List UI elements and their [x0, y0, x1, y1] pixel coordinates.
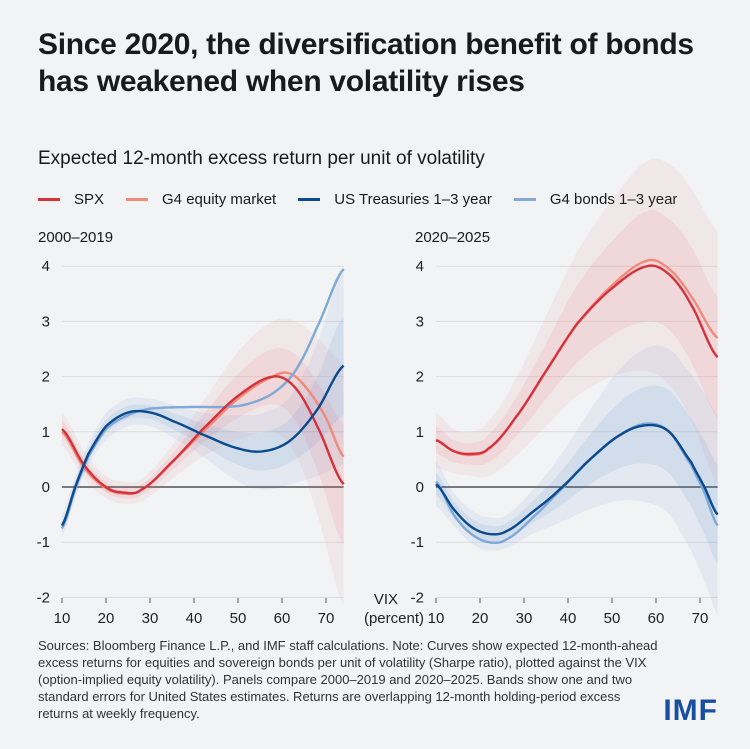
y-tick-label: 3 [416, 313, 424, 330]
panel-0: -2 -1 0 1 2 3 4 10 20 30 40 50 60 70 [37, 258, 345, 627]
x-tick-label: 70 [692, 610, 709, 627]
x-tick-label: 30 [516, 610, 533, 627]
se-band-equity [436, 209, 718, 466]
legend-label: G4 bonds 1–3 year [549, 191, 678, 208]
legend-label: SPX [74, 191, 105, 208]
series-line-g4-bonds-1-3-year [60, 268, 345, 529]
y-tick-label: 1 [416, 424, 424, 441]
x-tick-label: 10 [428, 610, 445, 627]
y-tick-label: -2 [411, 589, 424, 606]
se-band-bonds [436, 385, 718, 565]
panel-title-left: 2000–2019 [38, 229, 114, 246]
y-tick-label: 4 [416, 258, 424, 275]
se-band-equity [436, 158, 718, 485]
y-tick-label: 2 [42, 369, 50, 386]
y-tick-label: 4 [42, 258, 50, 275]
y-tick-label: -1 [37, 534, 50, 551]
se-band-bonds [436, 345, 718, 614]
legend-swatch [38, 198, 60, 201]
x-tick-label: 40 [560, 610, 577, 627]
imf-logo: IMF [663, 694, 718, 727]
legend-label: US Treasuries 1–3 year [334, 191, 492, 208]
legend-swatch [513, 198, 536, 201]
x-tick-label: 60 [648, 610, 665, 627]
legend-swatch [298, 198, 321, 201]
legend-item-spx: SPX [38, 191, 104, 208]
y-tick-label: -2 [37, 589, 50, 606]
x-tick-label: 50 [604, 610, 621, 627]
se-band-bonds [62, 266, 344, 537]
x-tick-label: 30 [142, 610, 159, 627]
panel-1: -2 -1 0 1 2 3 4 10 20 30 40 50 60 70 [411, 158, 719, 627]
y-tick-label: 0 [416, 479, 424, 496]
y-tick-label: 1 [42, 424, 50, 441]
y-tick-label: 0 [42, 479, 50, 496]
legend-item-us-treasuries: US Treasuries 1–3 year [298, 191, 492, 208]
panel-title-right: 2020–2025 [415, 229, 491, 246]
legend-item-g4-bonds: G4 bonds 1–3 year [513, 191, 678, 208]
y-tick-label: 3 [42, 313, 50, 330]
x-axis-unit: (percent) [364, 610, 424, 627]
x-axis-label: VIX [374, 591, 398, 608]
series-line-us-treasuries-1-3-year [435, 423, 719, 536]
chart-subtitle: Expected 12-month excess return per unit… [38, 148, 485, 169]
series-line-spx [61, 375, 345, 495]
se-band-bonds [62, 315, 344, 532]
series-line-spx [435, 264, 719, 456]
legend-item-g4-equity: G4 equity market [126, 191, 276, 208]
se-band-equity [62, 347, 344, 545]
legend-swatch [126, 198, 149, 201]
x-tick-label: 70 [318, 610, 335, 627]
series-line-us-treasuries-1-3-year [60, 364, 345, 527]
chart-title: Since 2020, the diversification benefit … [38, 28, 694, 98]
y-tick-label: -1 [411, 534, 424, 551]
x-tick-label: 20 [472, 610, 489, 627]
x-tick-label: 40 [186, 610, 203, 627]
y-tick-label: 2 [416, 369, 424, 386]
legend-label: G4 equity market [162, 191, 277, 208]
x-tick-label: 60 [274, 610, 291, 627]
x-tick-label: 10 [54, 610, 71, 627]
x-tick-label: 20 [98, 610, 115, 627]
se-band-equity [62, 318, 344, 606]
legend: SPX G4 equity market US Treasuries 1–3 y… [38, 191, 699, 208]
source-notes: Sources: Bloomberg Finance L.P., and IMF… [38, 638, 658, 721]
x-tick-label: 50 [230, 610, 247, 627]
